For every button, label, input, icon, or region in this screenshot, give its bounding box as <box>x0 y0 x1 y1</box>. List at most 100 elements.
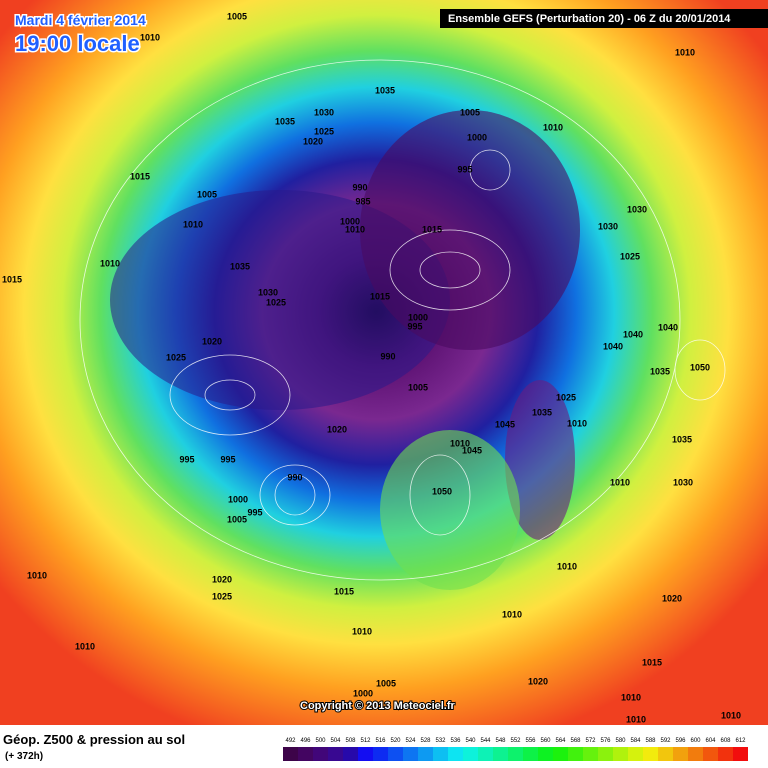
isobar-label: 1010 <box>675 47 695 57</box>
isobar-label: 1010 <box>75 641 95 651</box>
scale-swatch <box>718 747 733 761</box>
isobar-label: 1005 <box>227 11 247 21</box>
scale-label: 584 <box>630 738 641 744</box>
scale-label: 588 <box>645 738 656 744</box>
scale-label: 564 <box>555 738 566 744</box>
isobar-label: 1035 <box>650 366 670 376</box>
scale-label: 516 <box>375 738 386 744</box>
isobars <box>79 59 726 581</box>
isobar-label: 1015 <box>642 657 662 667</box>
scale-swatch <box>703 747 718 761</box>
scale-label: 492 <box>285 738 296 744</box>
isobar-label: 1005 <box>376 678 396 688</box>
isobar-label: 1010 <box>543 122 563 132</box>
isobar-label: 1010 <box>502 609 522 619</box>
scale-label: 548 <box>495 738 506 744</box>
scale-label: 556 <box>525 738 536 744</box>
scale-label: 596 <box>675 738 686 744</box>
isobar-label: 1030 <box>627 204 647 214</box>
ridge <box>380 430 520 590</box>
isobar-label: 1000 <box>353 688 373 698</box>
isobar-label: 1045 <box>462 445 482 455</box>
scale-swatch <box>553 747 568 761</box>
scale-swatch <box>613 747 628 761</box>
scale-swatch <box>283 747 298 761</box>
isobar-label: 1000 <box>340 216 360 226</box>
isobar-label: 995 <box>179 454 194 464</box>
isobar-label: 1035 <box>672 434 692 444</box>
isobar-label: 1045 <box>495 419 515 429</box>
isobar-label: 990 <box>352 182 367 192</box>
scale-label: 576 <box>600 738 611 744</box>
isobar-label: 1030 <box>314 107 334 117</box>
scale-label: 604 <box>705 738 716 744</box>
scale-swatch <box>463 747 478 761</box>
isobar-label: 1010 <box>610 477 630 487</box>
model-box <box>440 9 768 28</box>
scale-swatch <box>478 747 493 761</box>
isobar-label: 1010 <box>100 258 120 268</box>
isobar-label: 1015 <box>370 291 390 301</box>
isobar-label: 1015 <box>2 274 22 284</box>
isobar-label: 1020 <box>303 136 323 146</box>
scale-swatch <box>403 747 418 761</box>
isobar-label: 1015 <box>130 171 150 181</box>
scale-swatch <box>598 747 613 761</box>
isobar-label: 1025 <box>266 297 286 307</box>
isobar-label: 1030 <box>598 221 618 231</box>
time-text: 19:00 locale <box>15 31 140 56</box>
isobar-label: 1020 <box>662 593 682 603</box>
scale-label: 524 <box>405 738 416 744</box>
scale-swatch <box>643 747 658 761</box>
isobar-label: 1005 <box>227 514 247 524</box>
scale-swatch <box>583 747 598 761</box>
scale-label: 536 <box>450 738 461 744</box>
scale-label: 500 <box>315 738 326 744</box>
scale-label: 572 <box>585 738 596 744</box>
scale-swatch <box>493 747 508 761</box>
isobar-label: 1025 <box>212 591 232 601</box>
isobar-label: 1010 <box>621 692 641 702</box>
isobar-label: 1010 <box>626 714 646 724</box>
isobar-label: 1015 <box>422 224 442 234</box>
isobar-label: 1010 <box>27 570 47 580</box>
trough <box>360 110 580 350</box>
isobar-label: 1050 <box>432 486 452 496</box>
scale-label: 520 <box>390 738 401 744</box>
scale-swatch <box>658 747 673 761</box>
scale-swatch <box>673 747 688 761</box>
isobar-label: 1005 <box>408 382 428 392</box>
isobar-label: 1005 <box>197 189 217 199</box>
isobar-label: 1035 <box>275 116 295 126</box>
scale-label: 552 <box>510 738 521 744</box>
isobar-label: 1010 <box>567 418 587 428</box>
isobar-label: 1035 <box>375 85 395 95</box>
scale-swatch <box>733 747 748 761</box>
scale-label: 504 <box>330 738 341 744</box>
scale-label: 600 <box>690 738 701 744</box>
scale-label: 508 <box>345 738 356 744</box>
isobar-label: 1035 <box>230 261 250 271</box>
footer-title: Géop. Z500 & pression au sol <box>3 732 185 747</box>
isobar-label: 995 <box>247 507 262 517</box>
isobar-label: 1010 <box>345 224 365 234</box>
scale-swatch <box>538 747 553 761</box>
footer-lead: (+ 372h) <box>5 751 43 762</box>
scale-swatch <box>328 747 343 761</box>
scale-label: 540 <box>465 738 476 744</box>
isobar-label: 990 <box>380 351 395 361</box>
color-scale: 492 496 500 504 508 512 516 520 524 528 532 536 540 5… <box>283 738 748 761</box>
isobar-label: 1025 <box>166 352 186 362</box>
scale-label: 528 <box>420 738 431 744</box>
scale-label: 608 <box>720 738 731 744</box>
isobar-label: 1005 <box>460 107 480 117</box>
isobar-label: 1010 <box>450 438 470 448</box>
scale-swatch <box>508 747 523 761</box>
isobar-label: 990 <box>287 472 302 482</box>
scale-label: 592 <box>660 738 671 744</box>
scale-swatch <box>448 747 463 761</box>
scale-label: 560 <box>540 738 551 744</box>
trough <box>505 380 575 540</box>
scale-swatch <box>568 747 583 761</box>
isobar-label: 1025 <box>314 126 334 136</box>
